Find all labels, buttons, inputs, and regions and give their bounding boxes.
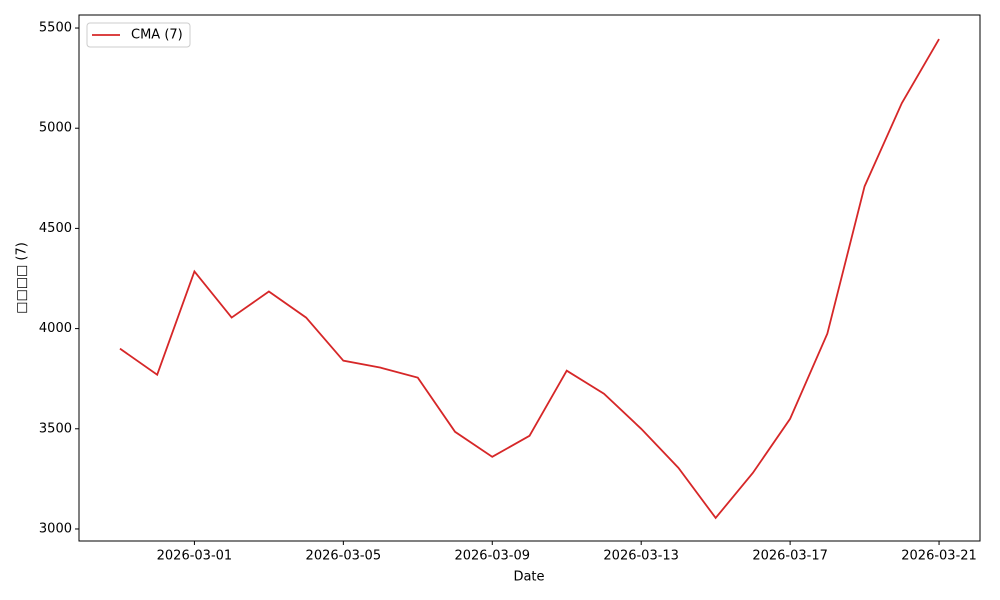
x-tick-label: 2026-03-17 [752, 549, 828, 564]
y-tick-label: 5000 [39, 121, 72, 136]
plot-frame [78, 14, 981, 542]
legend-frame [86, 22, 191, 48]
y-tick-label: 3500 [39, 421, 72, 436]
x-axis-label: Date [513, 570, 544, 585]
y-axis-label: □□□□ (7) [15, 242, 30, 314]
x-tick-label: 2026-03-05 [306, 549, 382, 564]
x-tick-label: 2026-03-01 [157, 549, 233, 564]
y-tick-label: 4500 [39, 221, 72, 236]
x-tick-label: 2026-03-21 [901, 549, 977, 564]
legend-label: CMA (7) [131, 28, 183, 43]
y-tick-label: 3000 [39, 521, 72, 536]
x-tick-label: 2026-03-13 [603, 549, 679, 564]
y-tick-label: 5500 [39, 21, 72, 36]
x-tick-label: 2026-03-09 [454, 549, 530, 564]
y-tick-label: 4000 [39, 321, 72, 336]
line-series [119, 38, 940, 520]
